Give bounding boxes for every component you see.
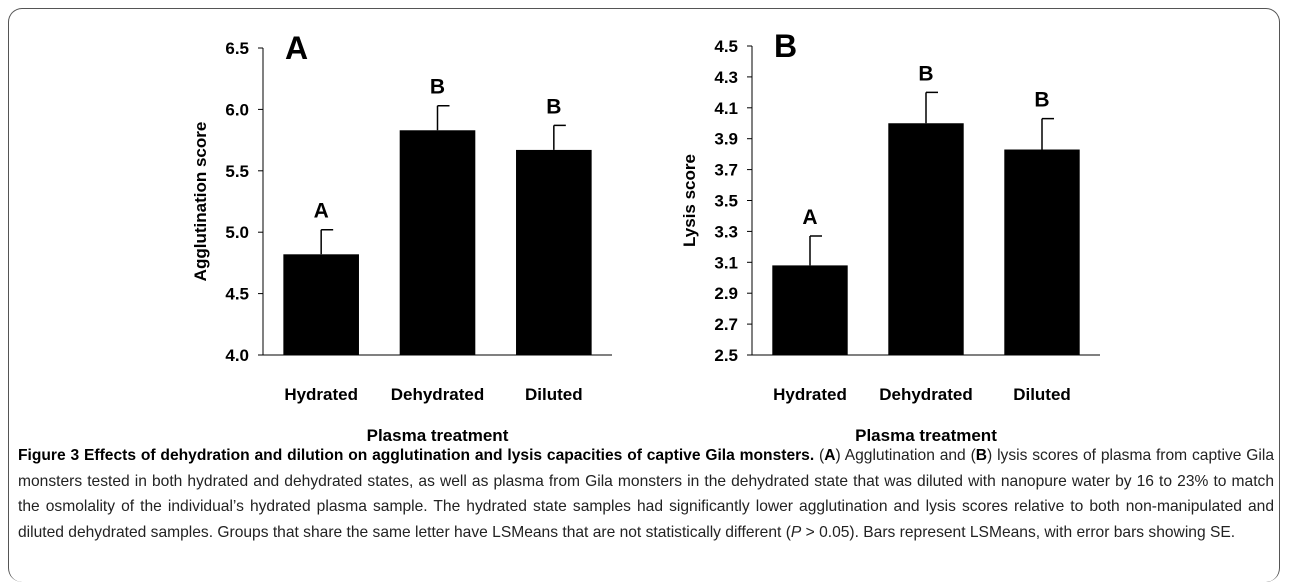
caption-text: ) Agglutination and (	[835, 447, 976, 464]
caption-text: > 0.05). Bars represent LSMeans, with er…	[801, 523, 1236, 541]
caption-italic: P	[790, 523, 802, 541]
bar	[772, 265, 848, 355]
y-tick-label: 4.1	[714, 99, 738, 118]
caption-ref: B	[975, 447, 988, 464]
y-tick-label: 2.9	[714, 284, 738, 303]
bar	[283, 254, 359, 355]
panel-label: A	[285, 30, 308, 66]
x-axis-label: Plasma treatment	[367, 426, 509, 445]
y-tick-label: 3.1	[714, 253, 738, 272]
error-bar	[436, 104, 450, 131]
caption: Figure 3 Effects of dehydration and dilu…	[18, 443, 1274, 545]
y-tick-label: 3.7	[714, 161, 738, 180]
y-tick-label: 2.7	[714, 315, 738, 334]
error-bar	[553, 124, 566, 150]
bar	[399, 130, 476, 355]
y-tick-label: 2.5	[714, 346, 738, 365]
y-tick-label: 3.5	[714, 192, 738, 211]
x-tick-label: Hydrated	[773, 385, 847, 404]
x-tick-label: Dehydrated	[391, 385, 485, 404]
y-tick-label: 6.5	[225, 39, 249, 58]
y-tick-label: 4.3	[714, 68, 738, 87]
significance-letter: A	[802, 206, 817, 229]
y-tick-label: 5.5	[225, 162, 249, 181]
y-tick-label: 3.9	[714, 130, 738, 149]
bar	[1004, 149, 1080, 355]
caption-text: ) lysis scores of plasma from captive Gi…	[18, 447, 1274, 541]
x-tick-label: Dehydrated	[879, 385, 973, 404]
error-bar	[1041, 117, 1054, 150]
significance-letter: B	[546, 95, 561, 118]
x-tick-label: Diluted	[525, 385, 583, 404]
caption-text: (	[814, 447, 825, 464]
y-axis-label: Agglutination score	[191, 122, 210, 282]
bar	[888, 123, 964, 355]
y-tick-label: 4.5	[714, 37, 738, 56]
significance-letter: B	[430, 76, 445, 99]
charts: 4.0 4.5 5.0 5.5 6.0 6.5 A Agglutination score Pl…	[191, 28, 1100, 445]
y-axis-label: Lysis score	[680, 154, 699, 247]
caption-title: Figure 3 Effects of dehydration and dilu…	[18, 447, 815, 464]
caption-ref: A	[824, 447, 836, 464]
significance-letter: A	[314, 200, 329, 223]
y-tick-label: 4.5	[225, 285, 249, 304]
bar	[516, 149, 592, 355]
y-tick-label: 4.0	[225, 346, 249, 365]
error-bar	[320, 228, 334, 255]
significance-letter: B	[918, 62, 933, 85]
significance-letter: B	[1034, 89, 1049, 112]
y-tick-label: 3.3	[714, 222, 738, 241]
x-tick-label: Diluted	[1013, 385, 1071, 404]
x-axis-label: Plasma treatment	[855, 426, 997, 445]
frame	[8, 8, 1280, 582]
error-bar	[925, 91, 938, 124]
y-tick-label: 5.0	[225, 223, 249, 242]
error-bar	[809, 235, 822, 266]
x-tick-label: Hydrated	[284, 385, 358, 404]
y-tick-label: 6.0	[225, 100, 249, 119]
panel-label: B	[774, 28, 797, 64]
